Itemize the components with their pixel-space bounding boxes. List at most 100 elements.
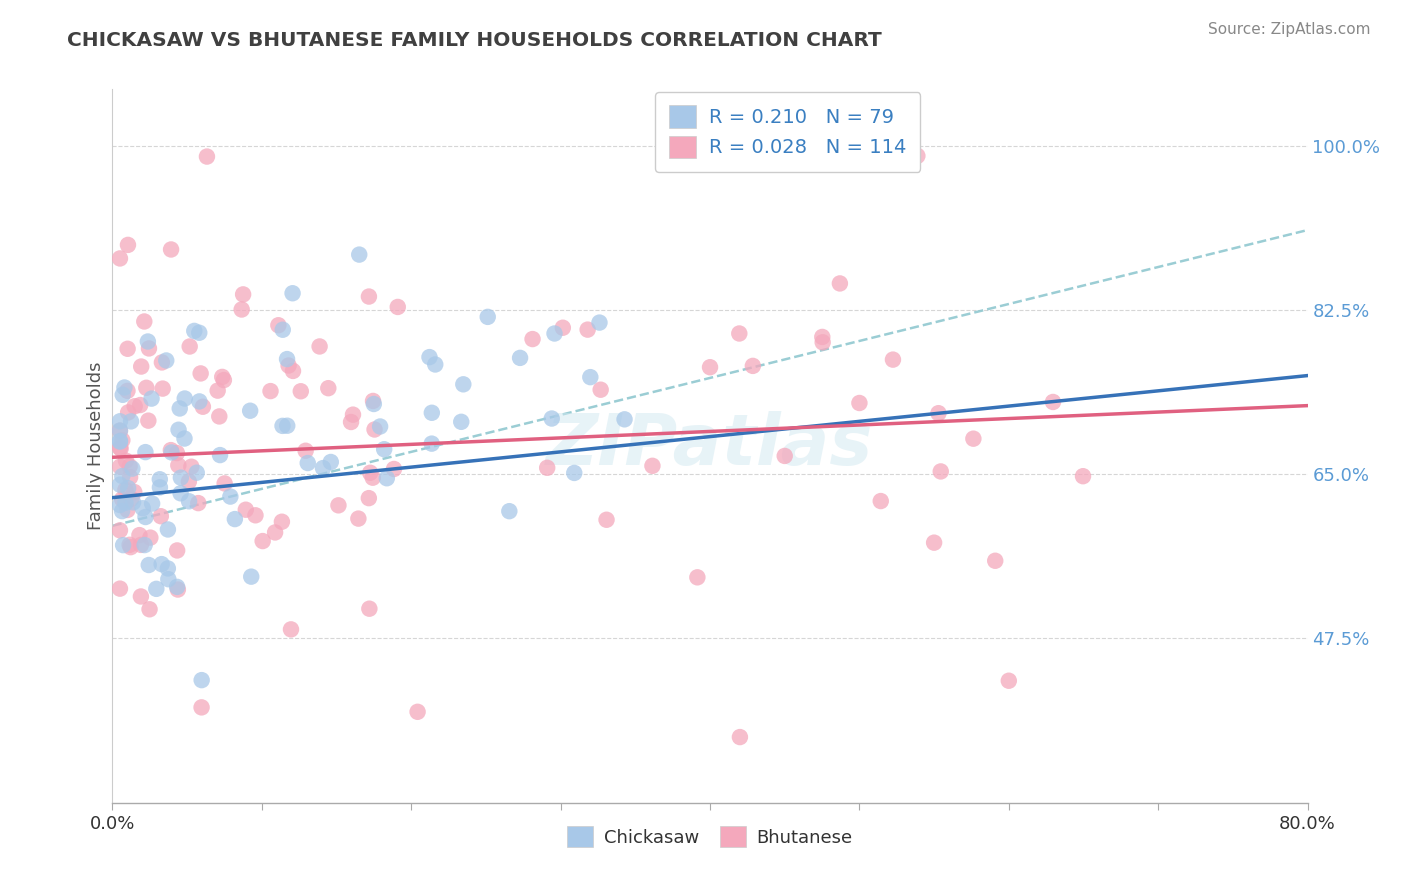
Point bbox=[111, 504, 134, 518]
Point bbox=[387, 300, 409, 314]
Point bbox=[139, 531, 162, 545]
Point bbox=[375, 471, 398, 485]
Point bbox=[1042, 395, 1064, 409]
Point bbox=[357, 289, 380, 303]
Point bbox=[166, 543, 188, 558]
Point bbox=[347, 511, 370, 525]
Point bbox=[363, 422, 385, 436]
Point bbox=[138, 342, 160, 356]
Point bbox=[741, 359, 763, 373]
Point bbox=[122, 485, 145, 500]
Point bbox=[595, 513, 617, 527]
Point bbox=[114, 496, 136, 510]
Point bbox=[114, 380, 136, 394]
Point bbox=[121, 461, 143, 475]
Point bbox=[342, 408, 364, 422]
Point bbox=[259, 384, 281, 398]
Point bbox=[562, 466, 585, 480]
Point bbox=[108, 424, 131, 438]
Point bbox=[252, 534, 274, 549]
Point bbox=[297, 456, 319, 470]
Point bbox=[536, 460, 558, 475]
Point bbox=[150, 557, 173, 571]
Point bbox=[240, 569, 263, 583]
Point bbox=[280, 623, 302, 637]
Point bbox=[117, 238, 139, 252]
Point bbox=[588, 316, 610, 330]
Point bbox=[149, 472, 172, 486]
Point bbox=[141, 497, 163, 511]
Point bbox=[169, 486, 191, 500]
Point bbox=[922, 535, 945, 549]
Point bbox=[117, 481, 139, 495]
Point bbox=[179, 339, 201, 353]
Point bbox=[869, 494, 891, 508]
Point bbox=[195, 150, 218, 164]
Point bbox=[157, 572, 180, 586]
Point bbox=[173, 432, 195, 446]
Point bbox=[112, 538, 135, 552]
Point bbox=[219, 490, 242, 504]
Point bbox=[138, 602, 160, 616]
Point bbox=[134, 510, 156, 524]
Point bbox=[114, 483, 136, 497]
Point bbox=[186, 466, 208, 480]
Point bbox=[134, 445, 156, 459]
Point bbox=[188, 394, 211, 409]
Point bbox=[224, 512, 246, 526]
Point bbox=[177, 494, 200, 508]
Point bbox=[420, 406, 443, 420]
Point bbox=[155, 353, 177, 368]
Point bbox=[319, 455, 342, 469]
Point bbox=[929, 465, 952, 479]
Point bbox=[270, 515, 292, 529]
Point bbox=[277, 359, 299, 373]
Point bbox=[235, 502, 257, 516]
Point bbox=[498, 504, 520, 518]
Point bbox=[117, 384, 139, 398]
Point bbox=[811, 335, 834, 350]
Point bbox=[290, 384, 312, 399]
Point bbox=[138, 558, 160, 572]
Point bbox=[108, 414, 131, 428]
Point bbox=[281, 364, 304, 378]
Point bbox=[905, 149, 928, 163]
Point bbox=[267, 318, 290, 333]
Point bbox=[214, 476, 236, 491]
Point bbox=[145, 582, 167, 596]
Point bbox=[108, 524, 131, 538]
Point bbox=[111, 469, 134, 483]
Point bbox=[811, 330, 834, 344]
Point bbox=[328, 499, 350, 513]
Point bbox=[120, 470, 142, 484]
Point bbox=[167, 423, 190, 437]
Point bbox=[728, 326, 751, 341]
Point bbox=[117, 503, 139, 517]
Point bbox=[108, 424, 131, 438]
Point bbox=[183, 324, 205, 338]
Point bbox=[420, 436, 443, 450]
Point bbox=[156, 561, 179, 575]
Point bbox=[450, 415, 472, 429]
Point bbox=[156, 523, 179, 537]
Point bbox=[124, 399, 146, 413]
Point bbox=[108, 434, 131, 448]
Point bbox=[848, 396, 870, 410]
Point bbox=[129, 538, 152, 552]
Point bbox=[134, 538, 156, 552]
Point bbox=[187, 496, 209, 510]
Point bbox=[111, 492, 134, 507]
Point bbox=[998, 673, 1021, 688]
Point bbox=[239, 403, 262, 417]
Point bbox=[927, 406, 949, 420]
Point bbox=[108, 434, 131, 449]
Point bbox=[382, 462, 405, 476]
Point bbox=[177, 475, 200, 489]
Point bbox=[312, 461, 335, 475]
Point bbox=[152, 382, 174, 396]
Point bbox=[190, 367, 212, 381]
Point bbox=[271, 323, 294, 337]
Point bbox=[728, 730, 751, 744]
Point bbox=[166, 446, 188, 460]
Point bbox=[361, 471, 384, 485]
